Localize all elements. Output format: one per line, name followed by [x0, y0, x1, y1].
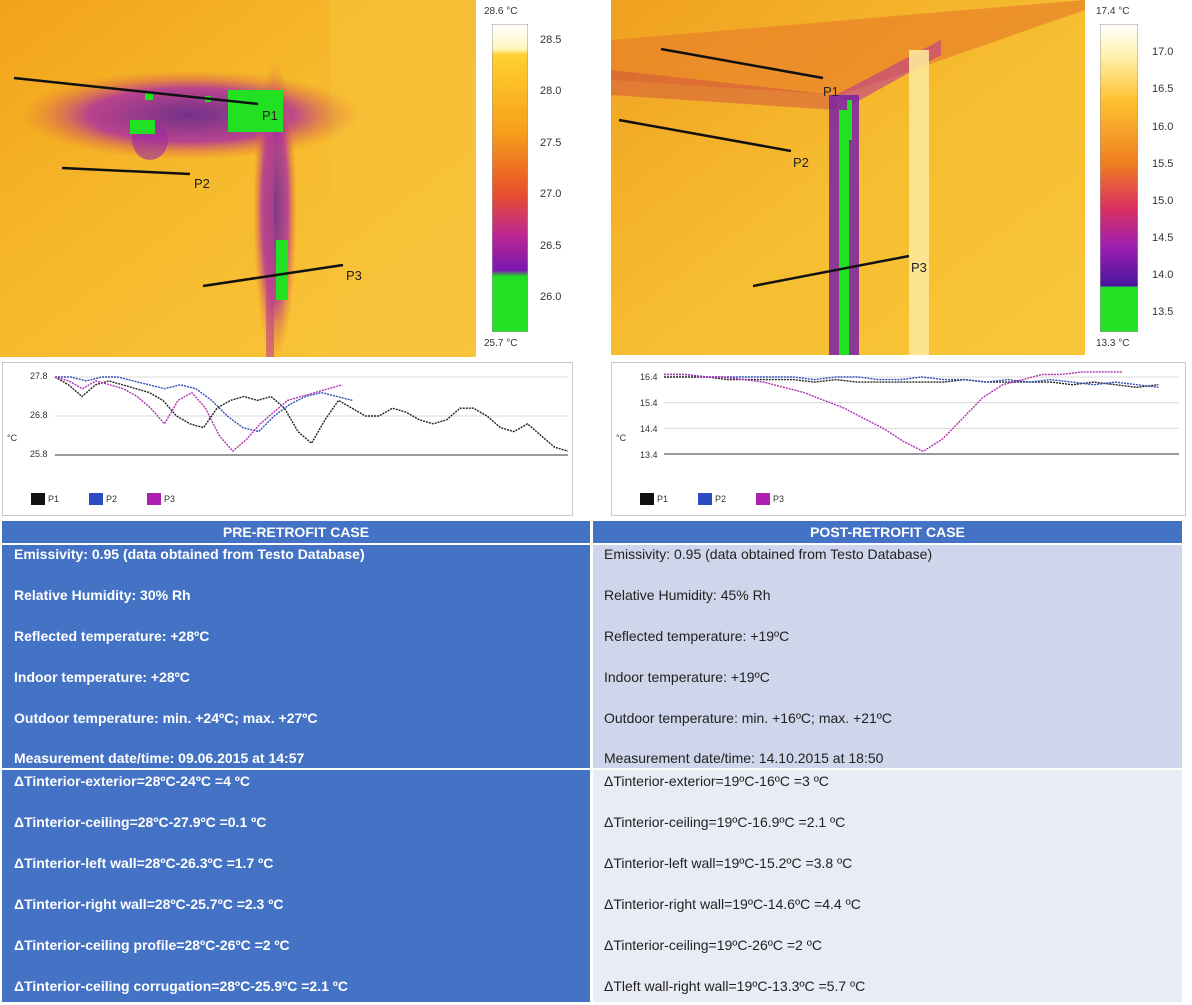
- pre-chart-ylabel: °C: [7, 433, 18, 443]
- pre-emissivity: Emissivity: 0.95 (data obtained from Tes…: [14, 546, 365, 562]
- legend-item-p2: P2: [89, 493, 117, 505]
- pre-line-p1: [13, 76, 259, 106]
- post-retrofit-thermogram: P1 P2 P3: [611, 0, 1085, 355]
- pre-tick: 28.0: [540, 85, 562, 97]
- pre-label-p3: P3: [346, 268, 362, 283]
- post-label-p3: P3: [911, 260, 927, 275]
- legend-item-p3: P3: [756, 493, 784, 505]
- post-delta-row: ΔTinterior-left wall=19ºC-15.2ºC =3.8 ºC: [604, 855, 853, 871]
- pre-tick: 27.5: [540, 137, 562, 149]
- post-delta-row: ΔTinterior-exterior=19ºC-16ºC =3 ºC: [604, 773, 829, 789]
- post-chart-legend: P1 P2 P3: [640, 493, 814, 505]
- post-line-p2: [618, 118, 792, 153]
- post-thermal-image: [611, 0, 1085, 355]
- pre-measurement-date: Measurement date/time: 09.06.2015 at 14:…: [14, 750, 305, 766]
- pre-deltas-cell: ΔTinterior-exterior=28ºC-24ºC =4 ºC ΔTin…: [2, 770, 590, 1002]
- pre-reflected-temp: Reflected temperature: +28ºC: [14, 628, 210, 644]
- pre-scale-bar: [492, 24, 528, 332]
- pre-retrofit-header: PRE-RETROFIT CASE: [2, 521, 590, 543]
- pre-tick: 27.0: [540, 188, 562, 200]
- post-chart-ytick: 16.4: [640, 372, 658, 382]
- post-scale-min: 13.3 °C: [1096, 338, 1130, 349]
- pre-delta-row: ΔTinterior-ceiling=28ºC-27.9ºC =0.1 ºC: [14, 814, 267, 830]
- post-tick: 16.0: [1152, 121, 1174, 133]
- pre-outdoor-temp: Outdoor temperature: min. +24ºC; max. +2…: [14, 710, 318, 726]
- pre-profile-chart: °C 27.8 26.8 25.8 P1 P2 P3: [2, 362, 573, 516]
- pre-retrofit-thermogram: P1 P2 P3: [0, 0, 476, 357]
- post-tick: 13.5: [1152, 306, 1174, 318]
- post-scale-max: 17.4 °C: [1096, 6, 1130, 17]
- post-measurement-date: Measurement date/time: 14.10.2015 at 18:…: [604, 750, 884, 766]
- pre-tick: 28.5: [540, 34, 562, 46]
- pre-color-scale: 28.6 °C 25.7 °C 28.5 28.0 27.5 27.0 26.5…: [480, 0, 580, 357]
- post-humidity: Relative Humidity: 45% Rh: [604, 587, 771, 603]
- post-chart-ylabel: °C: [616, 433, 627, 443]
- pre-delta-row: ΔTinterior-right wall=28ºC-25.7ºC =2.3 º…: [14, 896, 284, 912]
- post-line-p1: [660, 47, 824, 80]
- post-tick: 14.5: [1152, 232, 1174, 244]
- series-line-p2: [55, 376, 353, 433]
- pre-label-p1: P1: [262, 108, 278, 123]
- series-line-p1: [54, 376, 569, 452]
- series-line-p3: [664, 371, 1123, 453]
- series-line-p3: [54, 376, 343, 453]
- pre-humidity: Relative Humidity: 30% Rh: [14, 587, 191, 603]
- post-delta-row: ΔTinterior-right wall=19ºC-14.6ºC =4.4 º…: [604, 896, 861, 912]
- post-cold-spots: [839, 100, 852, 355]
- pre-scale-max: 28.6 °C: [484, 6, 518, 17]
- post-scale-bar: [1100, 24, 1138, 332]
- post-label-p1: P1: [823, 84, 839, 99]
- pre-chart-legend: P1 P2 P3: [31, 493, 205, 505]
- legend-item-p3: P3: [147, 493, 175, 505]
- post-tick: 17.0: [1152, 46, 1174, 58]
- post-reflected-temp: Reflected temperature: +19ºC: [604, 628, 790, 644]
- pre-delta-row: ΔTinterior-ceiling corrugation=28ºC-25.9…: [14, 978, 349, 994]
- pre-conditions-cell: Emissivity: 0.95 (data obtained from Tes…: [2, 545, 590, 768]
- pre-delta-row: ΔTinterior-exterior=28ºC-24ºC =4 ºC: [14, 773, 251, 789]
- series-line-p2: [664, 373, 1159, 388]
- pre-chart-ytick: 25.8: [30, 449, 48, 459]
- post-chart-ytick: 13.4: [640, 450, 658, 460]
- legend-item-p2: P2: [698, 493, 726, 505]
- pre-scale-min: 25.7 °C: [484, 338, 518, 349]
- post-tick: 16.5: [1152, 83, 1174, 95]
- post-retrofit-header: POST-RETROFIT CASE: [593, 521, 1182, 543]
- pre-chart-ytick: 27.8: [30, 371, 48, 381]
- post-indoor-temp: Indoor temperature: +19ºC: [604, 669, 770, 685]
- post-deltas-cell: ΔTinterior-exterior=19ºC-16ºC =3 ºC ΔTin…: [593, 770, 1182, 1002]
- legend-item-p1: P1: [640, 493, 668, 505]
- post-tick: 14.0: [1152, 269, 1174, 281]
- post-color-scale: 17.4 °C 13.3 °C 17.0 16.5 16.0 15.5 15.0…: [1090, 0, 1190, 355]
- pre-cold-spots: [130, 90, 288, 300]
- pre-line-p3: [202, 263, 344, 288]
- legend-item-p1: P1: [31, 493, 59, 505]
- pre-indoor-temp: Indoor temperature: +28ºC: [14, 669, 190, 685]
- post-tick: 15.5: [1152, 158, 1174, 170]
- pre-line-p2: [61, 166, 191, 176]
- pre-delta-row: ΔTinterior-ceiling profile=28ºC-26ºC =2 …: [14, 937, 290, 953]
- post-outdoor-temp: Outdoor temperature: min. +16ºC; max. +2…: [604, 710, 893, 726]
- post-chart-ytick: 15.4: [640, 398, 658, 408]
- post-profile-chart: °C 16.4 15.4 14.4 13.4 P1 P2 P3: [611, 362, 1186, 516]
- pre-tick: 26.0: [540, 291, 562, 303]
- post-emissivity: Emissivity: 0.95 (data obtained from Tes…: [604, 546, 933, 562]
- post-tick: 15.0: [1152, 195, 1174, 207]
- post-conditions-cell: Emissivity: 0.95 (data obtained from Tes…: [593, 545, 1182, 768]
- post-profile-plot: [664, 371, 1179, 455]
- pre-label-p2: P2: [194, 176, 210, 191]
- post-delta-row: ΔTinterior-ceiling=19ºC-26ºC =2 ºC: [604, 937, 822, 953]
- pre-thermal-image: [0, 0, 476, 357]
- post-label-p2: P2: [793, 155, 809, 170]
- post-delta-row: ΔTinterior-ceiling=19ºC-16.9ºC =2.1 ºC: [604, 814, 846, 830]
- pre-profile-plot: [54, 376, 569, 456]
- pre-delta-row: ΔTinterior-left wall=28ºC-26.3ºC =1.7 ºC: [14, 855, 274, 871]
- post-line-p3: [752, 254, 910, 288]
- pre-tick: 26.5: [540, 240, 562, 252]
- post-delta-row: ΔTleft wall-right wall=19ºC-13.3ºC =5.7 …: [604, 978, 866, 994]
- pre-chart-ytick: 26.8: [30, 410, 48, 420]
- post-chart-ytick: 14.4: [640, 424, 658, 434]
